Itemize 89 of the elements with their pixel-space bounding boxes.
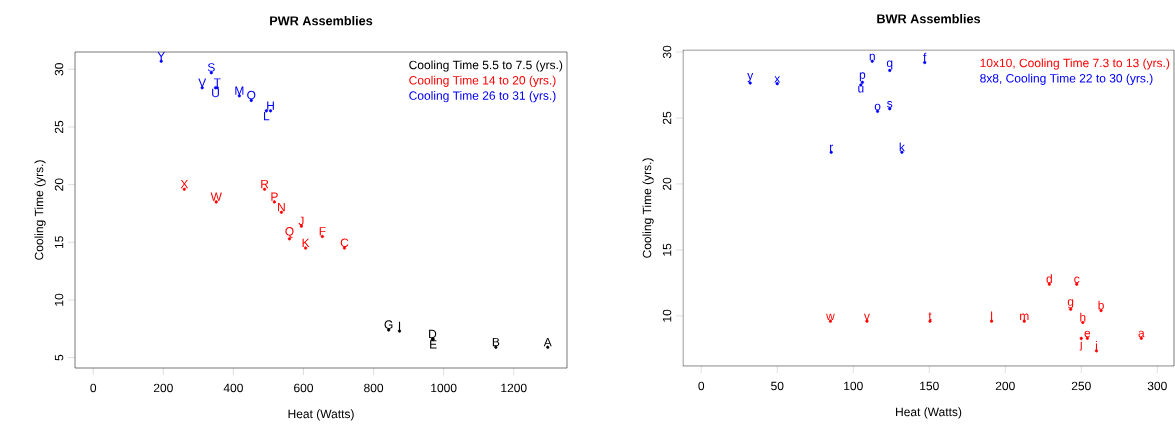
x-axis-title: Heat (Watts) <box>896 407 962 419</box>
chart-title: PWR Assemblies <box>270 15 373 26</box>
data-label: l <box>991 311 993 321</box>
text: 10x10, Cooling Time 7.3 to 13 (yrs.) <box>980 58 1170 70</box>
x-tick-label: 150 <box>920 381 939 391</box>
data-label: N <box>278 202 285 212</box>
data-label: Q <box>285 227 294 238</box>
data-label: w <box>826 313 835 321</box>
y-tick-label: 30 <box>54 63 64 76</box>
data-label: V <box>198 78 207 87</box>
data-label: t <box>928 312 932 321</box>
data-label: u <box>858 86 864 93</box>
data-label: F <box>319 227 326 236</box>
data-label: a <box>1138 330 1145 338</box>
data-label: W <box>210 192 222 201</box>
data-label: d <box>1046 274 1052 284</box>
x-tick-label: 1200 <box>501 383 527 393</box>
data-label: q <box>886 60 893 70</box>
y-tick-label: 20 <box>662 177 672 190</box>
data-label: j <box>1079 339 1082 351</box>
y-tick-label: 10 <box>54 293 64 306</box>
data-label: J <box>298 216 304 226</box>
x-tick-label: 50 <box>771 381 784 391</box>
text: 8x8, Cooling Time 22 to 30 (yrs.) <box>980 73 1153 85</box>
data-label: Y <box>157 51 165 61</box>
x-tick-label: 200 <box>995 381 1015 391</box>
data-label: G <box>384 320 393 329</box>
data-label: f <box>923 52 927 62</box>
x-tick-label: 250 <box>1071 381 1091 391</box>
data-label: y <box>747 73 754 82</box>
data-label: c <box>1074 276 1080 284</box>
point <box>397 329 402 333</box>
data-label: R <box>261 179 269 189</box>
y-tick-label: 15 <box>662 243 672 256</box>
data-label: M <box>235 86 244 95</box>
x-tick-label: 100 <box>844 381 863 391</box>
data-label: p <box>859 72 866 82</box>
data-label: b <box>1098 300 1104 310</box>
x-axis-title: Heat (Watts) <box>288 409 354 421</box>
data-label: X <box>180 179 189 189</box>
x-tick-label: 600 <box>294 383 314 393</box>
data-label: S <box>207 63 215 72</box>
data-label: s <box>887 101 893 108</box>
x-tick-label: 400 <box>223 383 243 393</box>
text: Cooling Time 26 to 31 (yrs.) <box>409 91 556 103</box>
data-label: m <box>1020 313 1029 321</box>
text: Cooling Time 5.5 to 7.5 (yrs.) <box>409 60 563 72</box>
y-axis-title: Cooling Time (yrs.) <box>642 158 654 258</box>
x-tick-label: 0 <box>90 383 97 393</box>
data-label: I <box>398 321 401 331</box>
data-label: r <box>830 144 834 152</box>
data-label: k <box>899 142 905 152</box>
data-label: H <box>267 101 274 110</box>
data-label: v <box>863 313 870 321</box>
data-label: P <box>271 192 278 201</box>
y-tick-label: 20 <box>54 178 64 191</box>
data-label: E <box>430 340 437 349</box>
x-tick-label: 800 <box>364 383 384 393</box>
data-label: o <box>874 103 881 111</box>
y-tick-label: 5 <box>54 354 64 361</box>
x-tick-label: 300 <box>1147 381 1167 391</box>
data-label: C <box>340 238 349 247</box>
y-tick-label: 15 <box>54 236 64 249</box>
data-label: e <box>1084 330 1091 338</box>
data-label: n <box>869 53 875 61</box>
data-label: i <box>1095 341 1098 350</box>
y-tick-label: 10 <box>662 309 672 322</box>
x-tick-label: 0 <box>698 381 705 391</box>
x-tick-label: 200 <box>153 383 173 393</box>
point <box>1094 349 1099 353</box>
data-label: K <box>302 238 310 247</box>
data-label: x <box>774 76 781 83</box>
point <box>989 319 994 323</box>
data-label: D <box>429 329 437 339</box>
data-label: B <box>492 337 500 347</box>
y-tick-label: 30 <box>662 45 672 59</box>
y-axis-title: Cooling Time (yrs.) <box>34 160 46 260</box>
text: Cooling Time 14 to 20 (yrs.) <box>409 75 556 87</box>
data-label: L <box>263 111 270 121</box>
data-label: A <box>543 337 552 347</box>
data-label: T <box>213 78 221 87</box>
chart-title: BWR Assemblies <box>877 13 981 24</box>
data-label: g <box>1067 299 1074 309</box>
data-label: O <box>247 90 256 100</box>
y-tick-label: 25 <box>662 111 672 125</box>
data-label: U <box>212 88 219 98</box>
data-label: h <box>1080 312 1086 322</box>
y-tick-label: 25 <box>54 120 64 134</box>
x-tick-label: 1000 <box>431 383 457 393</box>
